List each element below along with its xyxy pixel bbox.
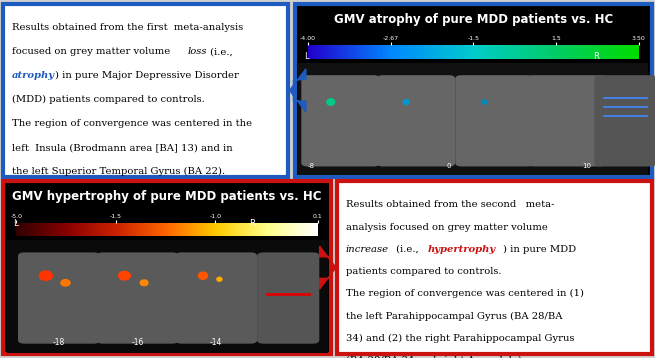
FancyBboxPatch shape [7,240,328,353]
Polygon shape [290,69,306,112]
Text: R: R [249,218,255,228]
Text: GMV hypertrophy of pure MDD patients vs. HC: GMV hypertrophy of pure MDD patients vs.… [12,190,322,203]
Text: 34) and (2) the right Parahippocampal Gyrus: 34) and (2) the right Parahippocampal Gy… [346,334,574,343]
FancyBboxPatch shape [527,75,606,166]
Ellipse shape [481,99,488,105]
Text: Results obtained from the second   meta-: Results obtained from the second meta- [346,200,554,209]
FancyBboxPatch shape [455,75,534,166]
FancyBboxPatch shape [18,252,100,344]
Text: patients compared to controls.: patients compared to controls. [346,267,501,276]
Text: -8: -8 [308,163,314,169]
FancyBboxPatch shape [97,252,178,344]
Text: loss: loss [187,47,207,56]
Text: L: L [13,218,18,228]
FancyBboxPatch shape [3,181,331,354]
Text: analysis focused on grey matter volume: analysis focused on grey matter volume [346,223,548,232]
Ellipse shape [402,99,410,105]
FancyBboxPatch shape [337,181,652,354]
Ellipse shape [216,276,223,282]
Text: Results obtained from the first  meta-analysis: Results obtained from the first meta-ana… [12,23,243,32]
Text: -16: -16 [132,338,143,348]
Text: hypertrophy: hypertrophy [428,245,496,254]
Text: ) in pure MDD: ) in pure MDD [503,245,576,254]
Text: GMV atrophy of pure MDD patients vs. HC: GMV atrophy of pure MDD patients vs. HC [333,13,613,25]
Text: focused on grey matter volume: focused on grey matter volume [12,47,173,56]
FancyBboxPatch shape [257,252,320,344]
Polygon shape [320,246,336,289]
Ellipse shape [60,279,71,287]
Text: The region of convergence was centered in (1): The region of convergence was centered i… [346,289,584,298]
FancyBboxPatch shape [301,75,380,166]
Text: The region of convergence was centered in the: The region of convergence was centered i… [12,119,252,128]
Ellipse shape [140,279,149,286]
Ellipse shape [326,98,335,106]
Text: -14: -14 [210,338,222,348]
Text: 0: 0 [447,163,451,169]
Ellipse shape [118,271,131,281]
Text: increase: increase [346,245,389,254]
FancyBboxPatch shape [176,252,257,344]
Text: 10: 10 [582,163,591,169]
Text: atrophy: atrophy [12,71,55,80]
Text: (i.e.,: (i.e., [393,245,422,254]
Text: (BA 28/BA 34 and right Amygdala).: (BA 28/BA 34 and right Amygdala). [346,356,525,358]
FancyBboxPatch shape [295,4,652,177]
Text: (MDD) patients compared to controls.: (MDD) patients compared to controls. [12,95,204,104]
Text: (i.e.,: (i.e., [207,47,233,56]
Text: the left Parahippocampal Gyrus (BA 28/BA: the left Parahippocampal Gyrus (BA 28/BA [346,311,563,320]
Text: ) in pure Major Depressive Disorder: ) in pure Major Depressive Disorder [55,71,239,80]
FancyBboxPatch shape [595,75,655,166]
FancyBboxPatch shape [377,75,455,166]
Ellipse shape [198,271,208,280]
Text: R: R [593,52,599,61]
Text: L: L [305,52,309,61]
FancyBboxPatch shape [3,4,288,177]
Ellipse shape [39,270,53,281]
Text: -18: -18 [53,338,65,348]
FancyBboxPatch shape [298,63,648,175]
Text: the left Superior Temporal Gyrus (BA 22).: the left Superior Temporal Gyrus (BA 22)… [12,167,225,176]
Text: left  Insula (Brodmann area [BA] 13) and in: left Insula (Brodmann area [BA] 13) and … [12,143,233,152]
